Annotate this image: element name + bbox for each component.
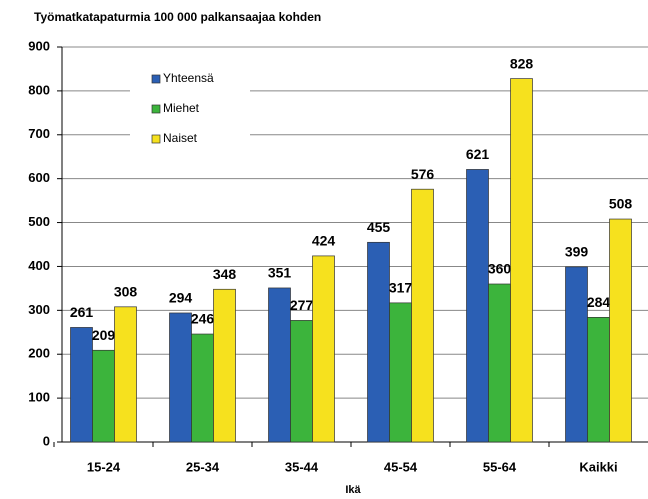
bar <box>587 317 610 443</box>
value-label: 828 <box>510 55 534 71</box>
bar <box>70 327 93 443</box>
bar <box>488 283 511 443</box>
legend-swatch <box>151 104 161 114</box>
y-tick-label: 200 <box>28 346 50 361</box>
value-label: 317 <box>389 280 413 296</box>
legend-label: Naiset <box>163 131 198 145</box>
bar <box>565 266 588 443</box>
value-label: 294 <box>169 290 193 306</box>
value-label: 284 <box>587 294 611 310</box>
y-tick-label: 600 <box>28 170 50 185</box>
y-tick-label: 500 <box>28 214 50 229</box>
bar <box>114 306 137 443</box>
bar <box>268 287 291 443</box>
x-tick-label: 15-24 <box>87 459 121 474</box>
y-tick-label: 400 <box>28 258 50 273</box>
value-label: 399 <box>565 244 589 260</box>
legend-swatch <box>151 74 161 84</box>
value-label: 308 <box>114 284 138 300</box>
y-tick-label: 700 <box>28 126 50 141</box>
y-tick-label: 300 <box>28 302 50 317</box>
value-label: 351 <box>268 265 292 281</box>
value-label: 455 <box>367 219 391 235</box>
bar <box>312 255 335 443</box>
legend-box <box>130 65 250 153</box>
value-label: 360 <box>488 261 512 277</box>
bar <box>213 288 236 443</box>
legend-label: Miehet <box>163 101 200 115</box>
bar <box>169 312 192 443</box>
y-tick-label: 900 <box>28 38 50 53</box>
value-label: 424 <box>312 233 336 249</box>
value-label: 621 <box>466 146 490 162</box>
value-label: 576 <box>411 166 435 182</box>
chart-subtitle: Työmatkatapaturmia 100 000 palkansaajaa … <box>34 10 321 24</box>
y-tick-label: 0 <box>43 433 50 448</box>
bar <box>290 320 313 443</box>
value-label: 348 <box>213 266 237 282</box>
bar <box>510 78 533 443</box>
value-label: 277 <box>290 297 314 313</box>
bar <box>411 188 434 443</box>
x-tick-label: 25-34 <box>186 459 220 474</box>
bar <box>609 218 632 443</box>
bar <box>466 169 489 443</box>
bar <box>367 241 390 443</box>
bar <box>389 302 412 443</box>
bar <box>191 333 214 443</box>
value-label: 209 <box>92 327 116 343</box>
x-tick-label: 45-54 <box>384 459 418 474</box>
y-tick-label: 100 <box>28 390 50 405</box>
x-tick-label: 35-44 <box>285 459 319 474</box>
legend-swatch <box>151 134 161 144</box>
y-tick-label: 800 <box>28 82 50 97</box>
value-label: 261 <box>70 304 94 320</box>
legend-label: Yhteensä <box>163 71 214 85</box>
value-label: 246 <box>191 311 215 327</box>
x-tick-label: Kaikki <box>579 459 617 474</box>
bar <box>92 349 115 443</box>
x-tick-label: 55-64 <box>483 459 517 474</box>
value-label: 508 <box>609 196 633 212</box>
x-axis-label: Ikä <box>345 484 361 496</box>
